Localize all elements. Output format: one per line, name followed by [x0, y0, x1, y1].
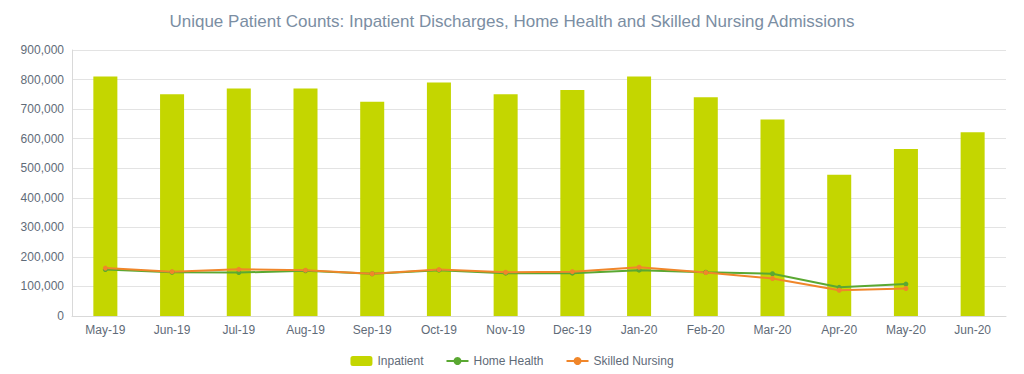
svg-text:700,000: 700,000 — [21, 102, 65, 116]
svg-text:Jul-19: Jul-19 — [222, 323, 255, 337]
svg-text:Jun-20: Jun-20 — [954, 323, 991, 337]
svg-text:Jan-20: Jan-20 — [621, 323, 658, 337]
svg-text:Apr-20: Apr-20 — [821, 323, 857, 337]
svg-text:Home Health: Home Health — [473, 354, 543, 368]
svg-text:Sep-19: Sep-19 — [353, 323, 392, 337]
svg-text:Inpatient: Inpatient — [377, 354, 424, 368]
svg-text:400,000: 400,000 — [21, 191, 65, 205]
svg-text:Skilled Nursing: Skilled Nursing — [594, 354, 674, 368]
svg-text:Dec-19: Dec-19 — [553, 323, 592, 337]
svg-text:Aug-19: Aug-19 — [286, 323, 325, 337]
svg-text:500,000: 500,000 — [21, 161, 65, 175]
svg-text:Mar-20: Mar-20 — [753, 323, 791, 337]
svg-text:600,000: 600,000 — [21, 132, 65, 146]
svg-text:Jun-19: Jun-19 — [154, 323, 191, 337]
svg-text:Unique Patient Counts: Inpatie: Unique Patient Counts: Inpatient Dischar… — [169, 12, 854, 31]
svg-text:May-19: May-19 — [85, 323, 125, 337]
svg-text:300,000: 300,000 — [21, 220, 65, 234]
svg-text:May-20: May-20 — [886, 323, 926, 337]
svg-text:200,000: 200,000 — [21, 250, 65, 264]
svg-text:Feb-20: Feb-20 — [687, 323, 725, 337]
svg-text:Nov-19: Nov-19 — [486, 323, 525, 337]
svg-text:100,000: 100,000 — [21, 279, 65, 293]
svg-text:900,000: 900,000 — [21, 43, 65, 57]
svg-text:Oct-19: Oct-19 — [421, 323, 457, 337]
svg-text:800,000: 800,000 — [21, 73, 65, 87]
svg-text:0: 0 — [57, 309, 64, 323]
